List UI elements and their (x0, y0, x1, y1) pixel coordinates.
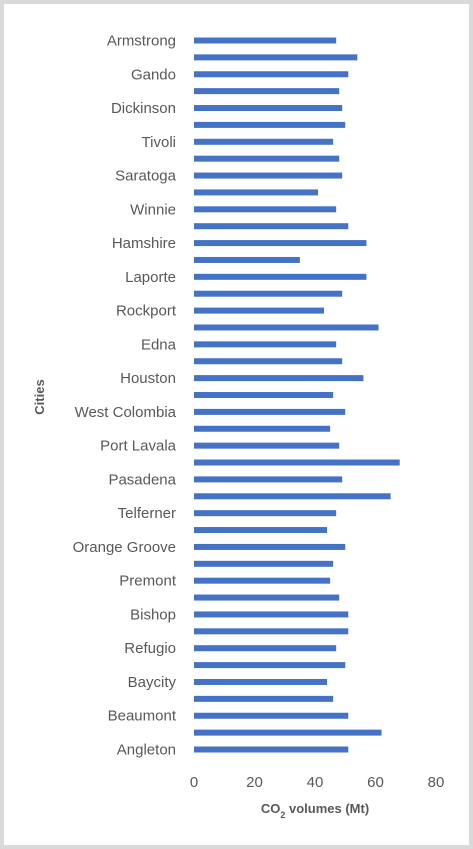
category-label: Port Lavala (100, 438, 177, 455)
category-label: Saratoga (115, 168, 177, 185)
category-label: West Colombia (75, 404, 177, 421)
bar (194, 341, 337, 348)
bar (194, 240, 367, 247)
bar (194, 746, 349, 753)
bar (194, 223, 349, 230)
category-label: Laporte (125, 269, 176, 286)
bar (194, 628, 349, 635)
x-tick-label: 0 (190, 774, 198, 791)
category-label: Edna (141, 336, 177, 353)
bar (194, 425, 331, 432)
bar (194, 527, 328, 534)
bar (194, 712, 349, 719)
category-labels: Armstrong Gando Dickinson Tivoli Saratoga Win… (73, 33, 177, 759)
category-label: Houston (120, 370, 176, 387)
category-label: Angleton (117, 742, 176, 759)
bar (194, 577, 331, 584)
category-label: Dickinson (111, 100, 176, 117)
category-label: Orange Groove (73, 539, 176, 556)
bar (194, 189, 319, 196)
category-label: Bishop (130, 606, 176, 623)
bar (194, 172, 343, 179)
bar (194, 459, 400, 466)
bar (194, 543, 346, 550)
bar (194, 510, 337, 517)
x-axis-title: CO2 volumes (Mt) (261, 801, 369, 820)
bar (194, 493, 391, 500)
x-tick-labels: 0 20 40 60 80 (190, 774, 445, 791)
bar (194, 273, 367, 280)
bar (194, 645, 337, 652)
bar (194, 256, 300, 263)
bar (194, 88, 340, 95)
bar (194, 375, 364, 382)
category-label: Winnie (130, 201, 176, 218)
bar (194, 121, 346, 128)
bar (194, 138, 334, 145)
bar (194, 695, 334, 702)
bar (194, 37, 337, 44)
bar (194, 408, 346, 415)
category-label: Premont (119, 573, 177, 590)
category-label: Hamshire (112, 235, 176, 252)
category-label: Rockport (116, 303, 177, 320)
bar (194, 392, 334, 398)
bar (194, 54, 358, 61)
x-tick-label: 40 (307, 774, 324, 791)
bar (194, 729, 382, 736)
bar (194, 307, 325, 314)
bar (194, 611, 349, 618)
x-axis-title-prefix: CO (261, 801, 281, 816)
y-axis-title: Cities (32, 379, 47, 414)
x-tick-label: 60 (367, 774, 384, 791)
bar (194, 324, 379, 331)
category-label: Tivoli (142, 134, 176, 151)
bar (194, 594, 340, 601)
bar (194, 71, 349, 78)
category-label: Refugio (124, 640, 176, 657)
bar (194, 476, 343, 483)
x-axis-title-suffix: volumes (Mt) (285, 801, 369, 816)
bar (194, 560, 334, 567)
bar (194, 678, 328, 685)
bar (194, 358, 343, 365)
category-label: Baycity (128, 674, 177, 691)
bar (194, 662, 346, 669)
category-label: Gando (131, 66, 176, 83)
category-label: Armstrong (107, 33, 176, 50)
bars-group (194, 37, 400, 753)
x-tick-label: 80 (428, 774, 445, 791)
x-tick-label: 20 (246, 774, 263, 791)
category-label: Beaumont (108, 708, 177, 725)
bar (194, 290, 343, 297)
category-label: Pasadena (108, 471, 176, 488)
category-label: Telferner (118, 505, 176, 522)
bar (194, 442, 340, 449)
bar (194, 105, 343, 112)
bar (194, 155, 340, 162)
x-axis-title-subscript: 2 (280, 810, 285, 820)
bar (194, 206, 337, 213)
